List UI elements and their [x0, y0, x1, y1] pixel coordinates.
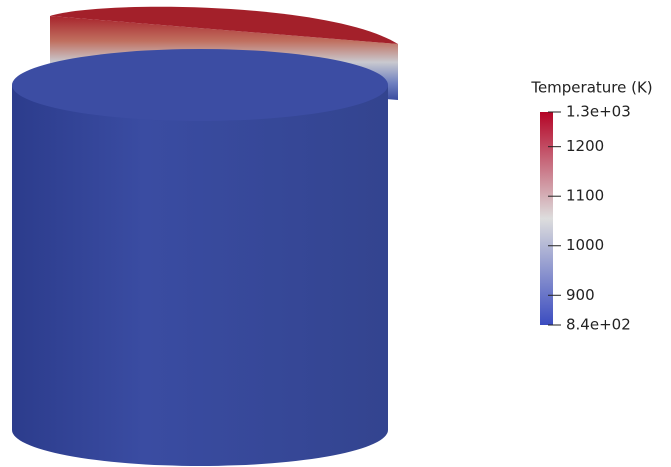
- cylinder-body: [12, 85, 388, 466]
- color-bar: [540, 112, 553, 325]
- tick-label: 1200: [566, 137, 604, 155]
- tick-label: 8.4e+02: [566, 316, 631, 334]
- tick-label: 1100: [566, 187, 604, 205]
- tick-label: 900: [566, 286, 595, 304]
- tick-label: 1000: [566, 236, 604, 254]
- color-legend: Temperature (K) 1.3e+03 1200 1100 1000 900 8.…: [530, 79, 652, 334]
- render-view: Temperature (K) 1.3e+03 1200 1100 1000 900 8.…: [0, 0, 671, 467]
- cylinder-top: [12, 49, 388, 121]
- cylinder-model: [12, 7, 398, 466]
- tick-label: 1.3e+03: [566, 103, 631, 121]
- legend-title: Temperature (K): [530, 79, 652, 97]
